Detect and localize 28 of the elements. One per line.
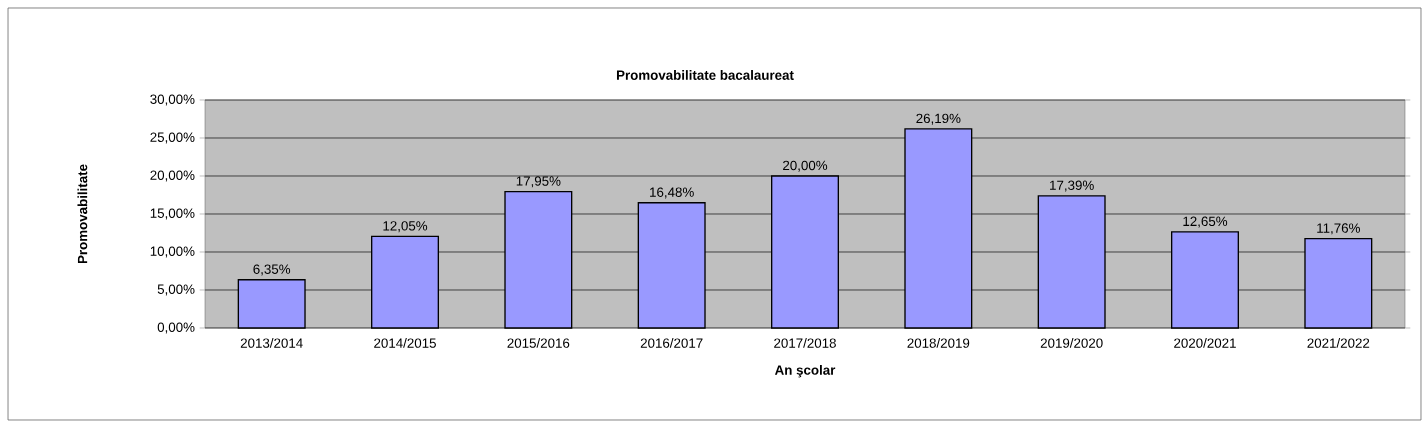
data-label: 11,76% (1317, 223, 1360, 235)
data-label: 17,95% (516, 176, 561, 188)
data-label: 26,19% (916, 113, 961, 125)
y-tick-label: 25,00% (150, 132, 195, 144)
y-tick-label: 0,00% (157, 322, 195, 334)
data-label: 20,00% (783, 160, 828, 172)
x-tick-label: 2021/2022 (1307, 338, 1370, 348)
x-tick-label: 2015/2016 (507, 338, 570, 348)
y-tick-label: 5,00% (157, 284, 195, 296)
y-tick-label: 20,00% (150, 170, 195, 182)
data-label: 12,65% (1183, 216, 1228, 228)
x-tick-label: 2020/2021 (1174, 338, 1236, 348)
x-tick-label: 2014/2015 (374, 338, 436, 348)
x-tick-label: 2018/2019 (907, 338, 970, 348)
x-tick-label: 2019/2020 (1040, 338, 1103, 348)
data-label: 6,35% (253, 264, 291, 276)
y-tick-label: 10,00% (150, 246, 195, 258)
x-tick-label: 2016/2017 (640, 338, 703, 348)
data-label: 16,48% (650, 187, 694, 199)
x-tick-label: 2013/2014 (240, 338, 303, 348)
y-axis-title: Promovabilitate (77, 164, 88, 264)
x-tick-label: 2017/2018 (774, 338, 836, 348)
x-axis-title: An şcolar (774, 364, 836, 378)
chart-title: Promovabilitate bacalaureat (616, 70, 794, 80)
data-label: 12,05% (383, 221, 428, 233)
y-tick-label: 30,00% (150, 94, 195, 106)
y-tick-label: 15,00% (150, 208, 195, 220)
data-label: 17,39% (1050, 180, 1094, 192)
